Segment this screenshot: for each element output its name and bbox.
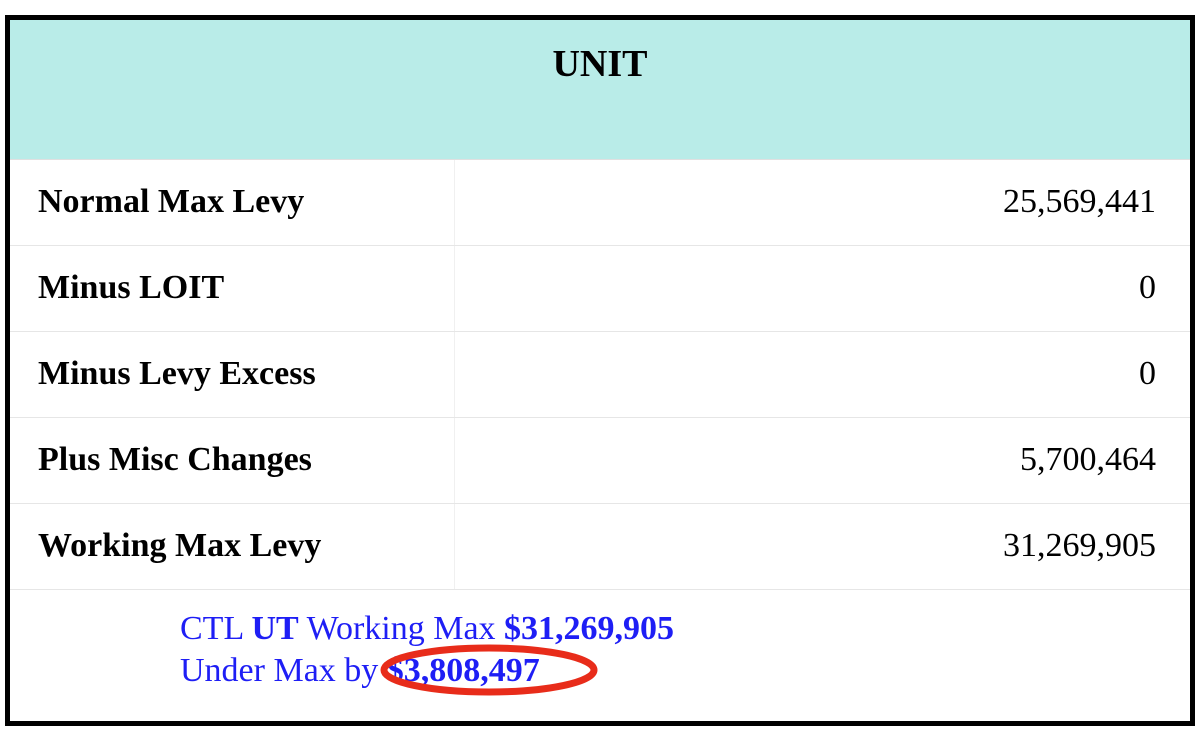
table-header: UNIT [10, 20, 1190, 160]
table-row: Working Max Levy 31,269,905 [10, 504, 1190, 590]
footer-note: CTL UT Working Max $31,269,905 Under Max… [10, 590, 1190, 721]
row-value-working-max-levy: 31,269,905 [455, 527, 1190, 565]
row-value-normal-max-levy: 25,569,441 [455, 183, 1190, 221]
table-row: Normal Max Levy 25,569,441 [10, 160, 1190, 246]
footer-line-2: Under Max by $3,808,497 [180, 650, 1190, 693]
row-value-plus-misc-changes: 5,700,464 [455, 441, 1190, 479]
row-label-minus-levy-excess: Minus Levy Excess [10, 332, 455, 417]
footer-line1-bold: UT [251, 610, 298, 647]
table-row: Minus Levy Excess 0 [10, 332, 1190, 418]
table-row: Plus Misc Changes 5,700,464 [10, 418, 1190, 504]
footer-line2-amount: $3,808,497 [387, 652, 540, 689]
unit-table: UNIT Normal Max Levy 25,569,441 Minus LO… [5, 15, 1195, 726]
row-value-minus-levy-excess: 0 [455, 355, 1190, 393]
footer-line1-mid: Working Max [307, 610, 496, 647]
circled-amount-wrap: $3,808,497 [387, 650, 540, 693]
row-label-minus-loit: Minus LOIT [10, 246, 455, 331]
footer-line-1: CTL UT Working Max $31,269,905 [180, 608, 1190, 651]
table-row: Minus LOIT 0 [10, 246, 1190, 332]
row-label-plus-misc-changes: Plus Misc Changes [10, 418, 455, 503]
row-value-minus-loit: 0 [455, 269, 1190, 307]
table-title: UNIT [552, 43, 647, 85]
footer-line2-prefix: Under Max by [180, 652, 378, 689]
footer-line1-prefix: CTL [180, 610, 243, 647]
footer-line1-amount: $31,269,905 [504, 610, 674, 647]
row-label-normal-max-levy: Normal Max Levy [10, 160, 455, 245]
row-label-working-max-levy: Working Max Levy [10, 504, 455, 589]
